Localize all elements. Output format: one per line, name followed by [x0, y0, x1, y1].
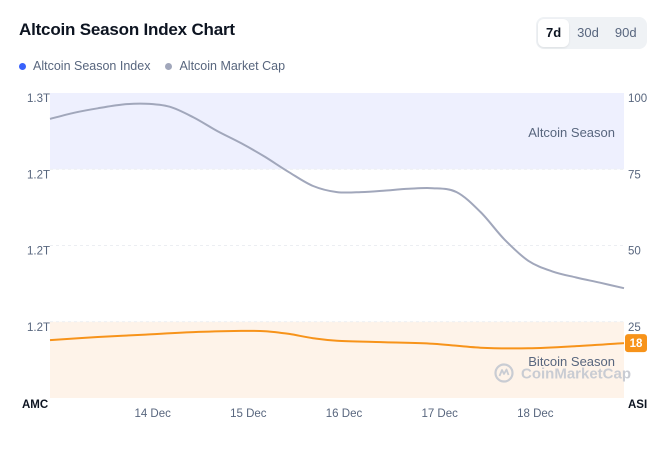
- tab-7d[interactable]: 7d: [538, 19, 570, 47]
- coinmarketcap-logo-wave: [498, 368, 510, 377]
- x-axis-tick-label: 16 Dec: [326, 408, 363, 420]
- legend-label: Altcoin Season Index: [33, 59, 151, 73]
- right-axis-tick-label: 50: [628, 246, 641, 258]
- time-range-tabs: 7d 30d 90d: [536, 17, 647, 49]
- left-axis-title: AMC: [22, 399, 48, 411]
- legend-item-altcoin-season-index[interactable]: Altcoin Season Index: [19, 59, 150, 73]
- current-value-badge-bg: [625, 334, 647, 353]
- x-axis-tick-label: 18 Dec: [517, 408, 554, 420]
- legend-dot-gray: [165, 62, 173, 70]
- legend-label: Altcoin Market Cap: [179, 59, 286, 73]
- left-axis-tick-label: 1.2T: [27, 246, 50, 258]
- right-axis-tick-label: 75: [628, 169, 641, 181]
- x-axis-tick-label: 14 Dec: [134, 408, 171, 420]
- chart-legend: Altcoin Season Index Altcoin Market Cap: [19, 59, 285, 73]
- coinmarketcap-logo-icon: [494, 363, 514, 383]
- watermark-text: CoinMarketCap: [521, 366, 631, 383]
- x-axis-tick-label: 15 Dec: [230, 408, 267, 420]
- tab-30d[interactable]: 30d: [577, 25, 599, 40]
- legend-dot-blue: [19, 62, 26, 70]
- series-line-altcoin-market-cap: [49, 102, 625, 290]
- right-axis-title: ASI: [628, 399, 647, 411]
- altcoin-season-label: Altcoin Season: [528, 125, 615, 140]
- x-axis-tick-label: 17 Dec: [421, 408, 458, 420]
- coinmarketcap-watermark: CoinMarketCap: [494, 363, 631, 383]
- right-axis-tick-label: 25: [628, 322, 641, 334]
- left-axis-tick-label: 1.3T: [27, 93, 50, 105]
- altcoin-season-band: [50, 93, 624, 170]
- current-value-text: 18: [630, 338, 643, 350]
- right-axis-tick-label: 100: [628, 93, 647, 105]
- left-axis-tick-label: 1.2T: [27, 322, 50, 334]
- chart-title: Altcoin Season Index Chart: [19, 20, 235, 39]
- legend-item-altcoin-market-cap[interactable]: Altcoin Market Cap: [165, 59, 285, 73]
- series-line-altcoin-season-index: [49, 329, 625, 350]
- tab-90d[interactable]: 90d: [614, 25, 637, 40]
- left-axis-tick-label: 1.2T: [27, 169, 50, 181]
- current-value-badge: 18: [625, 334, 647, 353]
- bitcoin-season-label: Bitcoin Season: [528, 354, 615, 369]
